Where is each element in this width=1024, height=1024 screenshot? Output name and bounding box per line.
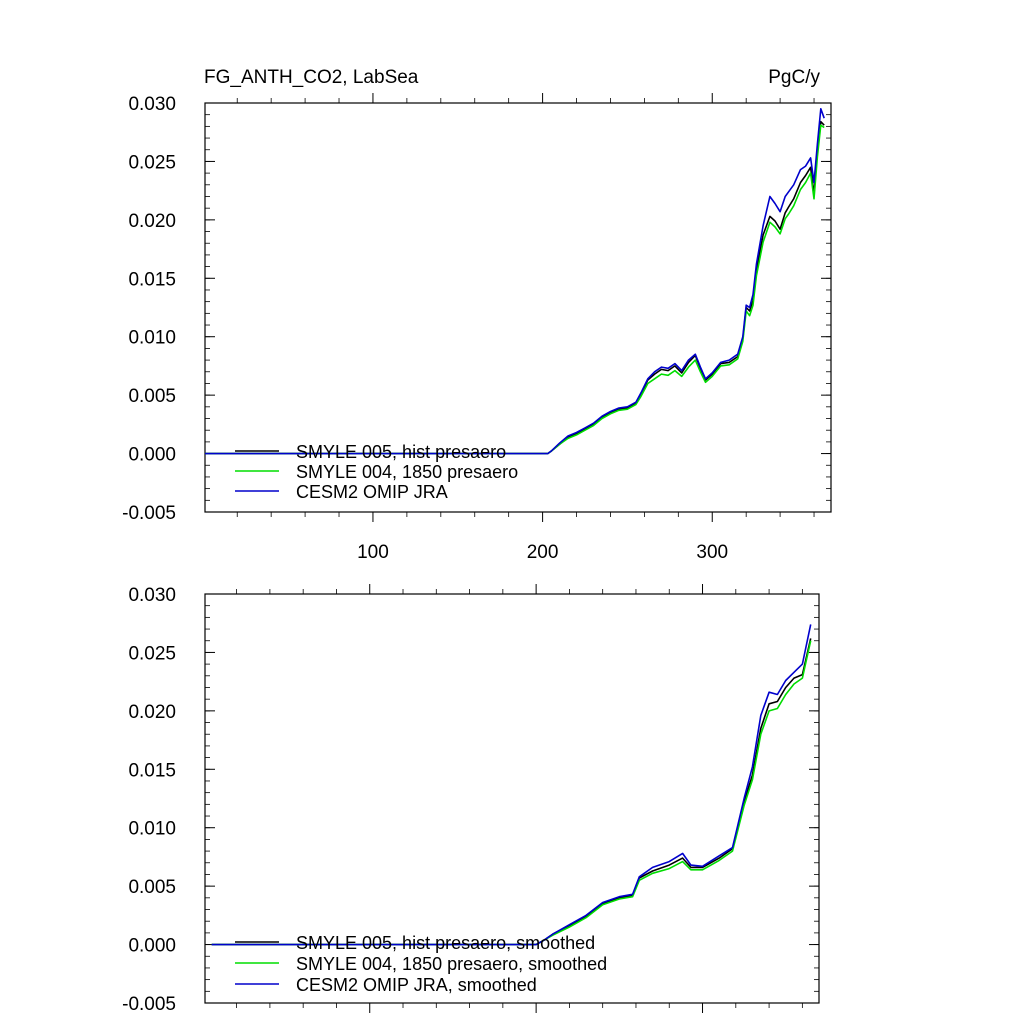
top-panel-y-tick-labels: -0.005 0.000 0.005 0.010 0.015 0.020 0.025 0.03… bbox=[122, 94, 176, 524]
top-panel-y-tick-label: 0.030 bbox=[128, 94, 176, 115]
top-panel-units: PgC/y bbox=[768, 67, 820, 88]
top-panel-x-tick-label: 300 bbox=[696, 542, 728, 563]
bottom-panel-series-line-0 bbox=[211, 638, 812, 946]
bottom-panel-y-tick-label: 0.005 bbox=[128, 877, 176, 898]
top-panel-y-tick-label: 0.025 bbox=[128, 152, 176, 173]
bottom-panel-legend-label: SMYLE 004, 1850 presaero, smoothed bbox=[296, 954, 607, 974]
bottom-panel-y-tick-label: 0.010 bbox=[128, 819, 176, 840]
top-panel-x-tick-labels: 100 200 300 bbox=[357, 542, 728, 563]
top-panel-series bbox=[205, 108, 825, 455]
bottom-panel-legend-label: SMYLE 005, hist presaero, smoothed bbox=[296, 933, 595, 953]
bottom-panel-y-tick-label: -0.005 bbox=[122, 994, 176, 1015]
top-panel-x-tick-label: 100 bbox=[357, 542, 389, 563]
bottom-panel-frame bbox=[204, 593, 820, 1004]
bottom-panel-series-line-2 bbox=[211, 624, 812, 946]
bottom-panel-y-tick-label: 0.030 bbox=[128, 585, 176, 606]
bottom-panel-y-tick-label: 0.025 bbox=[128, 643, 176, 664]
bottom-panel-legend-label: CESM2 OMIP JRA, smoothed bbox=[296, 975, 537, 995]
bottom-panel-series bbox=[211, 624, 812, 946]
top-panel-x-tick-label: 200 bbox=[527, 542, 559, 563]
top-panel-series-line-1 bbox=[205, 124, 825, 455]
top-panel-y-tick-label: 0.000 bbox=[128, 445, 176, 466]
bottom-panel-y-tick-label: 0.000 bbox=[128, 936, 176, 957]
top-panel-frame bbox=[204, 102, 832, 513]
top-panel-y-tick-label: 0.005 bbox=[128, 386, 176, 407]
bottom-panel-ticks bbox=[205, 584, 819, 1013]
top-panel-ticks bbox=[205, 93, 831, 522]
top-panel-legend-label: SMYLE 004, 1850 presaero bbox=[296, 462, 518, 482]
bottom-panel-y-tick-label: 0.020 bbox=[128, 702, 176, 723]
top-panel-y-tick-label: 0.015 bbox=[128, 269, 176, 290]
top-panel-series-line-2 bbox=[205, 108, 825, 455]
bottom-panel-series-line-1 bbox=[211, 640, 812, 946]
top-panel-y-tick-label: 0.010 bbox=[128, 328, 176, 349]
top-panel-series-line-0 bbox=[205, 120, 825, 455]
top-panel-title: FG_ANTH_CO2, LabSea bbox=[204, 67, 419, 88]
top-panel-legend-label: CESM2 OMIP JRA bbox=[296, 482, 448, 502]
top-panel-y-tick-label: -0.005 bbox=[122, 503, 176, 524]
bottom-panel: -0.005 0.000 0.005 0.010 0.015 0.020 0.025 0.03… bbox=[122, 584, 820, 1015]
top-panel: FG_ANTH_CO2, LabSea PgC/y -0.005 0.000 0.0… bbox=[122, 67, 832, 563]
bottom-panel-y-tick-labels: -0.005 0.000 0.005 0.010 0.015 0.020 0.025 0.03… bbox=[122, 585, 176, 1015]
top-panel-legend-label: SMYLE 005, hist presaero bbox=[296, 442, 506, 462]
top-panel-y-tick-label: 0.020 bbox=[128, 211, 176, 232]
bottom-panel-legend: SMYLE 005, hist presaero, smoothedSMYLE … bbox=[235, 933, 607, 995]
bottom-panel-y-tick-label: 0.015 bbox=[128, 760, 176, 781]
